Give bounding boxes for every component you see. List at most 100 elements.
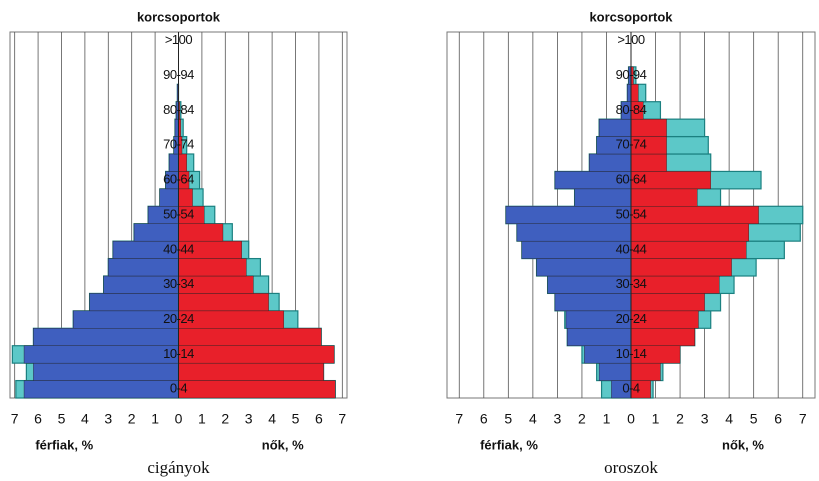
category-label: 40-44 [163,241,194,256]
bar [630,153,667,172]
bar [589,153,632,172]
bar [133,223,179,242]
bar [178,258,247,277]
bar [178,345,335,364]
category-label: 0-4 [622,381,640,396]
x-tick-label: 2 [128,411,136,427]
category-label: >100 [617,32,645,47]
bar [630,84,639,102]
category-label: 30-34 [616,276,647,291]
axis-title: korcsoportok [589,9,673,24]
category-label: 50-54 [163,206,194,221]
bar [178,310,285,329]
category-label: >100 [165,32,193,47]
x-tick-label: 5 [292,411,300,427]
bar [630,223,749,242]
bar [89,293,179,312]
bar [630,118,667,137]
bar [178,362,324,381]
x-label-left: férfiak, % [480,437,538,452]
x-tick-label: 3 [554,411,562,427]
bar [630,362,661,381]
bar [516,223,632,242]
bar [108,258,179,277]
x-tick-label: 2 [578,411,586,427]
x-tick-label: 6 [34,411,42,427]
category-label: 80-84 [616,102,647,117]
bar [567,328,632,346]
bar [598,362,632,381]
bar [23,345,179,364]
bar [630,206,759,224]
bar [521,240,632,259]
x-tick-label: 7 [455,411,463,427]
bar [598,118,632,137]
bar [536,258,632,277]
category-label: 70-74 [163,137,194,152]
category-label: 60-64 [616,172,647,187]
bar [178,223,224,242]
x-tick-label: 3 [701,411,709,427]
bar [168,153,179,172]
category-label: 20-24 [616,311,647,326]
bar [178,153,187,172]
x-label-left: férfiak, % [35,437,93,452]
category-label: 20-24 [163,311,194,326]
caption: cigányok [147,458,210,477]
x-tick-label: 6 [315,411,323,427]
category-label: 60-64 [163,172,194,187]
x-label-right: nők, % [262,437,304,452]
bar [178,293,269,312]
bar [159,188,179,207]
x-tick-label: 6 [480,411,488,427]
x-tick-label: 0 [175,411,183,427]
x-tick-label: 1 [198,411,206,427]
x-tick-label: 5 [750,411,758,427]
x-tick-label: 4 [529,411,537,427]
bar [178,328,322,346]
x-tick-label: 1 [151,411,159,427]
bar [574,188,632,207]
bar [630,258,732,277]
x-tick-label: 0 [627,411,635,427]
x-tick-label: 7 [799,411,807,427]
bar [178,380,336,399]
x-tick-label: 4 [725,411,733,427]
x-label-right: nők, % [722,437,764,452]
x-tick-label: 4 [268,411,276,427]
bar [505,206,632,224]
x-tick-label: 3 [245,411,253,427]
category-label: 10-14 [163,346,194,361]
bar [33,328,179,346]
bar [554,293,632,312]
bar [630,328,695,346]
x-tick-label: 1 [603,411,611,427]
x-tick-label: 4 [81,411,89,427]
category-label: 90-94 [616,67,647,82]
category-label: 50-54 [616,206,647,221]
bar [630,293,705,312]
x-tick-label: 3 [104,411,112,427]
axis-title: korcsoportok [137,9,221,24]
category-label: 80-84 [163,102,194,117]
x-tick-label: 2 [221,411,229,427]
category-label: 30-34 [163,276,194,291]
category-label: 70-74 [616,137,647,152]
bar [33,362,179,381]
x-tick-label: 7 [11,411,19,427]
bar [630,240,747,259]
bar [23,380,179,399]
x-tick-label: 5 [504,411,512,427]
bar [630,188,698,207]
bar [178,188,193,207]
x-tick-label: 1 [652,411,660,427]
category-label: 10-14 [616,346,647,361]
x-tick-label: 5 [58,411,66,427]
category-label: 0-4 [170,381,188,396]
x-tick-label: 7 [338,411,346,427]
x-tick-label: 2 [676,411,684,427]
category-label: 40-44 [616,241,647,256]
x-tick-label: 6 [774,411,782,427]
category-label: 90-94 [163,67,194,82]
